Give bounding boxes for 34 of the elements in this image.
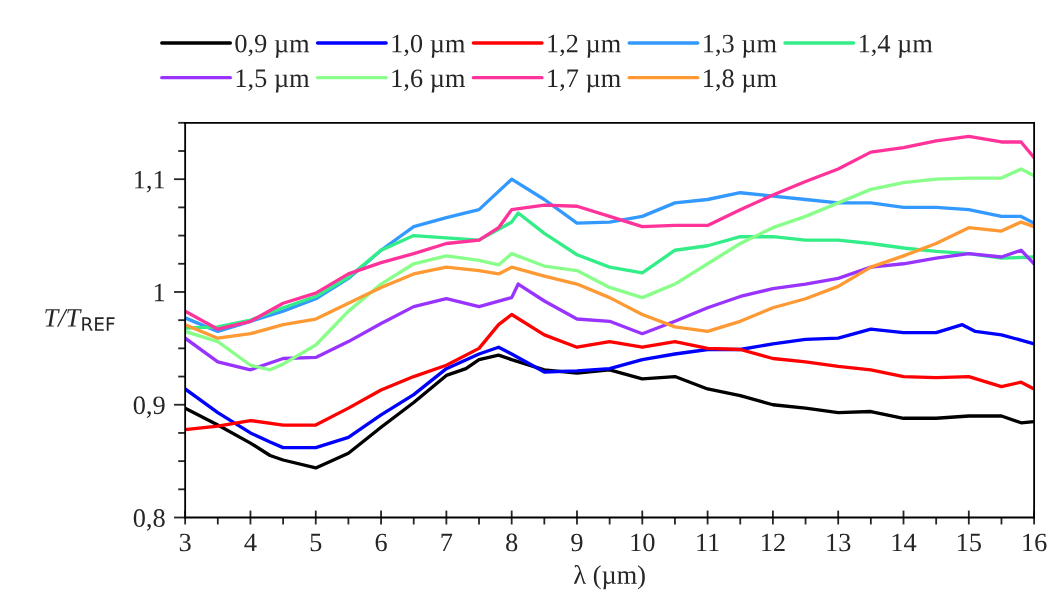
legend-label: 1,3 µm: [704, 34, 777, 58]
x-tick-label: 5: [310, 533, 322, 552]
line-series: [185, 134, 1035, 331]
line-series: [185, 167, 1035, 372]
x-tick-label: 11: [697, 533, 719, 552]
line-series: [185, 323, 1035, 450]
x-tick-label: 16: [1023, 533, 1047, 552]
x-tick-label: 9: [571, 533, 583, 552]
legend-label: 1,8 µm: [704, 69, 777, 93]
x-tick-label: 4: [244, 533, 257, 552]
x-tick-label: 13: [827, 533, 851, 552]
legend-label: 0,9 µm: [235, 34, 310, 58]
y-tick-label: 1,1: [135, 170, 165, 193]
legend-label: 1,5 µm: [236, 69, 310, 93]
x-tick-label: 8: [506, 533, 518, 552]
x-tick-label: 12: [762, 533, 785, 552]
legend-label: 1,6 µm: [392, 69, 466, 93]
legend-label: 1,7 µm: [548, 69, 621, 93]
y-tick-label: 0,9: [133, 396, 165, 418]
legend-label: 1,4 µm: [859, 34, 933, 58]
line-series: [185, 312, 1035, 432]
y-axis-title: T/T$_{REF}$: [45, 309, 115, 331]
legend-label: 1,2 µm: [548, 34, 621, 58]
x-tick-label: 10: [631, 533, 655, 552]
x-tick-label: 7: [441, 533, 453, 552]
x-tick-label: 14: [892, 533, 917, 552]
legend-label: 1,0 µm: [392, 34, 466, 58]
y-tick-label: 1: [154, 283, 165, 302]
x-tick-label: 15: [957, 533, 981, 552]
line-series: [185, 248, 1035, 372]
x-tick-label: 3: [179, 533, 191, 552]
x-axis-title: λ (µm): [573, 565, 645, 590]
y-tick-label: 0,8: [133, 509, 165, 531]
x-tick-label: 6: [375, 533, 387, 552]
